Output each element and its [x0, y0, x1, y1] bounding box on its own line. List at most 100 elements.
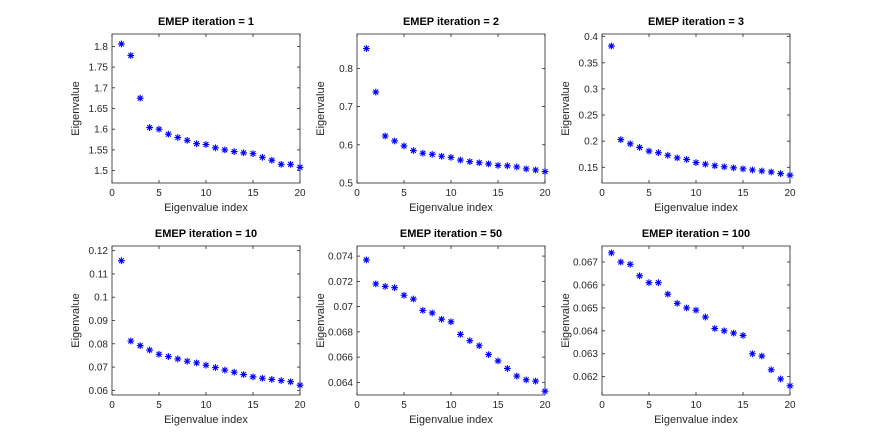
y-tick-label: 0.062: [573, 372, 598, 383]
y-tick-label: 0.066: [328, 353, 353, 364]
y-tick-label: 0.08: [89, 339, 109, 350]
data-point: [268, 156, 276, 164]
y-tick-label: 1.6: [94, 125, 108, 136]
y-tick-label: 0.6: [339, 140, 353, 151]
data-point: [758, 352, 766, 360]
data-point: [645, 279, 653, 287]
y-tick-label: 0.09: [89, 316, 109, 327]
y-axis-label: Eigenvalue: [70, 293, 82, 347]
y-tick-label: 0.07: [89, 363, 109, 374]
data-point: [165, 353, 172, 360]
data-point: [127, 52, 135, 59]
data-point: [146, 346, 153, 354]
data-point: [636, 144, 643, 151]
data-point: [504, 365, 511, 372]
data-point: [287, 160, 294, 168]
x-tick-label: 15: [492, 188, 504, 199]
y-tick-label: 1.75: [89, 63, 109, 74]
data-point: [475, 342, 483, 350]
x-tick-label: 15: [737, 188, 749, 199]
data-point: [438, 152, 445, 160]
x-tick-label: 5: [646, 400, 652, 411]
data-point: [504, 162, 511, 170]
data-point: [155, 350, 163, 358]
y-tick-label: 0.8: [339, 64, 353, 75]
data-point: [786, 382, 794, 390]
data-point: [541, 387, 549, 395]
subplot-3: 0 5 10 15 20 0.15 0.2 0.25 0.3 0.35 0.4 EMEP iterat…: [560, 16, 796, 214]
data-point: [466, 337, 474, 345]
y-tick-label: 0.066: [573, 280, 598, 291]
data-point: [193, 140, 200, 148]
data-point: [296, 381, 304, 389]
y-tick-label: 0.11: [89, 269, 108, 280]
data-point: [249, 150, 257, 158]
data-point: [702, 160, 709, 168]
data-point: [438, 315, 445, 323]
data-point: [541, 168, 549, 175]
data-point: [363, 256, 370, 264]
x-tick-label: 0: [109, 188, 115, 199]
subplot-title: EMEP iteration = 3: [648, 16, 744, 28]
subplot-title: EMEP iteration = 100: [642, 228, 750, 240]
y-axis-label: Eigenvalue: [560, 81, 572, 135]
data-point: [296, 163, 304, 171]
subplot-title: EMEP iteration = 2: [403, 16, 499, 28]
data-point: [692, 306, 700, 314]
data-point: [522, 376, 530, 384]
data-point: [608, 42, 615, 50]
data-point: [410, 295, 417, 303]
data-point: [457, 156, 464, 164]
data-point: [391, 284, 398, 292]
data-point: [230, 368, 238, 376]
data-point: [494, 162, 502, 169]
y-tick-label: 1.5: [94, 166, 108, 177]
data-point: [608, 249, 615, 257]
y-tick-label: 0.063: [573, 349, 598, 360]
data-point: [127, 337, 135, 345]
data-point: [118, 40, 125, 48]
x-tick-label: 20: [294, 400, 306, 411]
data-point: [381, 283, 389, 290]
x-tick-label: 5: [156, 188, 162, 199]
data-point: [683, 304, 690, 312]
data-point: [136, 342, 144, 350]
data-point: [485, 351, 492, 358]
data-point: [730, 329, 737, 337]
x-tick-label: 0: [599, 188, 605, 199]
y-tick-label: 0.2: [584, 137, 598, 148]
data-point: [655, 149, 662, 157]
x-tick-label: 10: [200, 188, 212, 199]
data-point: [146, 124, 153, 131]
x-axis-label: Eigenvalue index: [164, 202, 248, 214]
data-point: [466, 158, 474, 166]
y-tick-label: 0.35: [579, 58, 599, 69]
y-tick-label: 0.06: [89, 386, 109, 397]
data-point: [277, 377, 285, 384]
data-point: [202, 141, 210, 148]
y-tick-label: 0.25: [579, 111, 599, 122]
x-tick-label: 10: [445, 188, 457, 199]
data-point: [475, 159, 483, 167]
data-point: [268, 376, 276, 383]
data-point: [212, 364, 219, 371]
data-point: [664, 151, 672, 159]
data-point: [183, 136, 191, 144]
x-tick-label: 5: [401, 188, 407, 199]
x-tick-label: 20: [294, 188, 306, 199]
data-point: [202, 361, 210, 369]
data-point: [136, 94, 144, 102]
data-point: [626, 140, 634, 148]
data-point: [277, 160, 285, 168]
x-axis-label: Eigenvalue index: [654, 202, 738, 214]
data-point: [617, 136, 625, 144]
data-point: [259, 374, 266, 382]
x-tick-label: 20: [539, 400, 551, 411]
y-axis-label: Eigenvalue: [315, 81, 327, 135]
data-point: [419, 306, 427, 314]
x-axis-label: Eigenvalue index: [409, 202, 493, 214]
data-point: [221, 146, 229, 154]
data-point: [749, 350, 756, 358]
y-axis-label: Eigenvalue: [70, 81, 82, 135]
